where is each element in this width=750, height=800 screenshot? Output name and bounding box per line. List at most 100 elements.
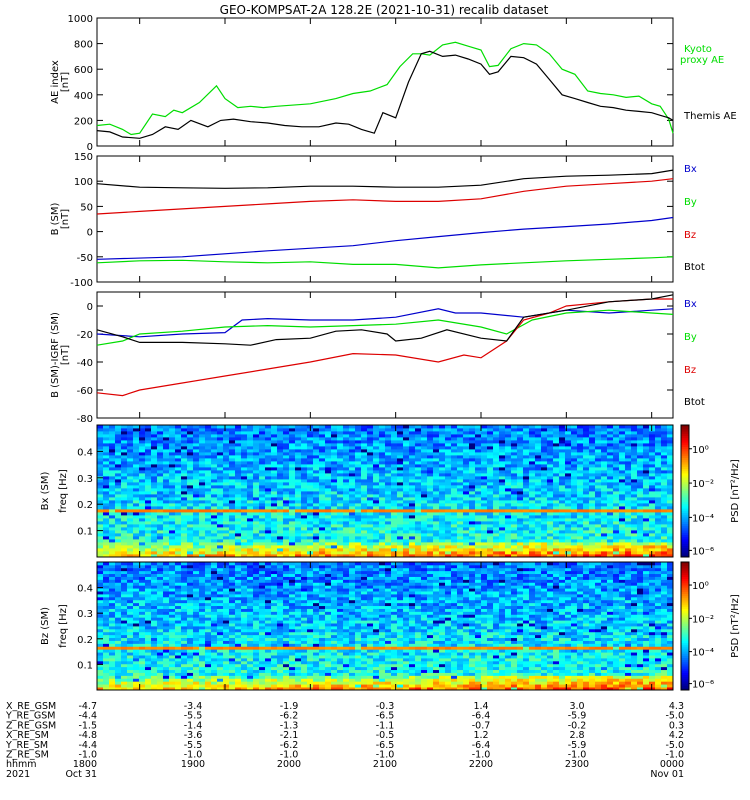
- spectrogram-cell: [157, 542, 164, 546]
- spectrogram-cell: [169, 631, 176, 636]
- spectrogram-cell: [451, 476, 458, 480]
- spectrogram-cell: [427, 488, 434, 492]
- spectrogram-cell: [577, 488, 584, 492]
- spectrogram-cell: [487, 536, 494, 540]
- spectrogram-cell: [625, 440, 632, 444]
- spectrogram-cell: [601, 479, 608, 483]
- spectrogram-cell: [115, 594, 122, 598]
- spectrogram-cell: [487, 518, 494, 522]
- spectrogram-cell: [547, 503, 554, 507]
- spectrogram-cell: [523, 437, 530, 441]
- spectrogram-cell: [175, 467, 182, 471]
- spectrogram-cell: [433, 449, 440, 453]
- spectrogram-cell: [613, 458, 620, 462]
- spectrogram-cell: [97, 464, 104, 468]
- spectrogram-cell: [427, 461, 434, 465]
- spectrogram-cell: [535, 506, 542, 510]
- spectrogram-cell: [421, 536, 428, 540]
- spectrogram-cell: [223, 461, 230, 465]
- spectrogram-cell: [619, 452, 626, 456]
- spectrogram-cell: [541, 461, 548, 465]
- spectrogram-cell: [463, 458, 470, 462]
- spectrogram-cell: [127, 658, 134, 662]
- spectrogram-cell: [283, 554, 290, 558]
- colorbar-segment: [681, 526, 689, 529]
- spectrogram-cell: [157, 614, 164, 618]
- spectrogram-cell: [415, 530, 422, 534]
- spectrogram-cell: [133, 488, 140, 492]
- spectrogram-cell: [547, 542, 554, 546]
- spectrogram-cell: [439, 539, 446, 543]
- spectrogram-cell: [145, 485, 152, 489]
- spectrogram-cell: [103, 596, 110, 601]
- spectrogram-cell: [637, 431, 644, 435]
- spectrogram-cell: [625, 548, 632, 552]
- spectrogram-cell: [511, 428, 518, 432]
- spectrogram-cell: [145, 564, 152, 569]
- spectrogram-cell: [583, 551, 590, 555]
- spectrogram-cell: [427, 554, 434, 558]
- spectrogram-cell: [481, 443, 488, 447]
- spectrogram-cell: [97, 675, 104, 679]
- spectrogram-cell: [403, 452, 410, 456]
- spectrogram-cell: [163, 666, 170, 671]
- spectrogram-cell: [433, 452, 440, 456]
- spectrogram-cell: [391, 449, 398, 453]
- spectrogram-cell: [631, 473, 638, 477]
- spectrogram-cell: [169, 491, 176, 495]
- spectrogram-cell: [349, 464, 356, 468]
- spectrogram-cell: [553, 533, 560, 537]
- spectrogram-cell: [637, 539, 644, 543]
- spectrogram-cell: [151, 585, 158, 589]
- spectrogram-cell: [493, 554, 500, 558]
- spectrogram-cell: [637, 548, 644, 552]
- spectrogram-cell: [127, 626, 134, 630]
- spectrogram-cell: [151, 611, 158, 615]
- spectrogram-cell: [301, 428, 308, 432]
- spectrogram-cell: [193, 524, 200, 528]
- spectrogram-cell: [289, 491, 296, 495]
- spectrogram-cell: [469, 554, 476, 558]
- spectrogram-cell: [565, 467, 572, 471]
- spectrogram-cell: [355, 449, 362, 453]
- spectrogram-cell: [595, 473, 602, 477]
- spectrogram-cell: [445, 530, 452, 534]
- spectrogram-cell: [619, 488, 626, 492]
- spectrogram-cell: [145, 515, 152, 519]
- spectrogram-cell: [247, 494, 254, 498]
- spectrogram-cell: [547, 488, 554, 492]
- spectrogram-cell: [97, 640, 104, 644]
- spectrogram-cell: [337, 446, 344, 450]
- spectrogram-cell: [481, 551, 488, 555]
- spectrogram-cell: [109, 431, 116, 435]
- spectrogram-cell: [151, 425, 158, 429]
- spectrogram-cell: [367, 497, 374, 501]
- spectrogram-cell: [277, 542, 284, 546]
- spectrogram-cell: [667, 506, 674, 510]
- spectrogram-cell: [277, 428, 284, 432]
- spectrogram-cell: [109, 551, 116, 555]
- spectrogram-cell: [361, 488, 368, 492]
- spectrogram-cell: [187, 443, 194, 447]
- spectrogram-cell: [571, 434, 578, 438]
- spectrogram-cell: [403, 479, 410, 483]
- spectrogram-cell: [625, 467, 632, 471]
- spectrogram-cell: [511, 551, 518, 555]
- spectrogram-cell: [469, 485, 476, 489]
- spectrogram-cell: [277, 515, 284, 519]
- spectrogram-cell: [559, 464, 566, 468]
- spectrogram-cell: [211, 536, 218, 540]
- spectrogram-cell: [415, 512, 422, 516]
- spectrogram-cell: [295, 434, 302, 438]
- spectrogram-cell: [487, 455, 494, 459]
- spectrogram-cell: [133, 614, 140, 618]
- spectrogram-cell: [127, 687, 134, 691]
- spectrogram-cell: [667, 521, 674, 525]
- spectrogram-cell: [331, 497, 338, 501]
- spectrogram-cell: [613, 425, 620, 429]
- spectrogram-cell: [319, 479, 326, 483]
- spectrogram-cell: [607, 449, 614, 453]
- spectrogram-cell: [217, 554, 224, 558]
- spectrogram-cell: [127, 684, 134, 688]
- spectrogram-cell: [367, 443, 374, 447]
